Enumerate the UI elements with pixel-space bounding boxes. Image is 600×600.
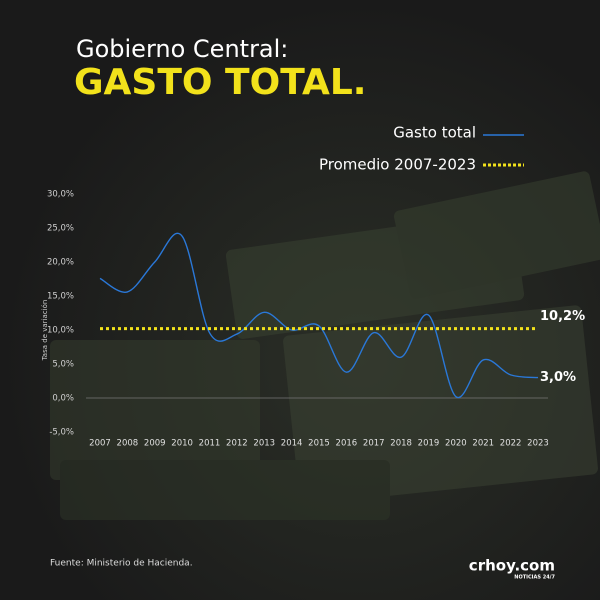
x-tick-label: 2012: [226, 439, 248, 449]
x-tick-label: 2008: [117, 439, 139, 449]
y-tick-label: 5,0%: [52, 360, 74, 370]
money-decoration: [50, 171, 600, 520]
legend-label: Gasto total: [393, 124, 476, 142]
x-tick-label: 2019: [418, 439, 440, 449]
x-tick-label: 2011: [199, 439, 221, 449]
y-tick-label: 10,0%: [47, 326, 74, 336]
source: Fuente: Ministerio de Hacienda.: [50, 559, 193, 569]
brand-tagline: NOTICIAS 24/7: [514, 575, 555, 581]
y-tick-label: 15,0%: [47, 292, 74, 302]
y-tick-label: 20,0%: [47, 258, 74, 268]
x-tick-label: 2022: [500, 439, 522, 449]
x-tick-label: 2023: [527, 439, 549, 449]
x-tick-label: 2007: [89, 439, 111, 449]
value-label: 10,2%: [540, 309, 585, 324]
chart-title: Gobierno Central:: [76, 35, 288, 63]
brand: crhoy.com: [469, 557, 555, 575]
x-tick-label: 2014: [281, 439, 303, 449]
x-tick-label: 2017: [363, 439, 385, 449]
data-line: [99, 232, 539, 399]
y-tick-label: 25,0%: [47, 224, 74, 234]
x-tick-label: 2021: [472, 439, 494, 449]
chart-subtitle: GASTO TOTAL.: [74, 62, 366, 103]
y-tick-label: 30,0%: [47, 190, 74, 200]
x-tick-label: 2009: [144, 439, 166, 449]
y-tick-label: -5,0%: [49, 428, 74, 438]
x-tick-label: 2013: [253, 439, 275, 449]
y-axis-label: Tasa de variación: [41, 300, 49, 362]
x-tick-label: 2020: [445, 439, 467, 449]
y-tick-label: 0,0%: [52, 394, 74, 404]
legend-label: Promedio 2007-2023: [319, 156, 476, 174]
x-tick-label: 2016: [336, 439, 358, 449]
x-tick-label: 2018: [390, 439, 412, 449]
x-tick-label: 2015: [308, 439, 330, 449]
value-label: 3,0%: [540, 370, 576, 385]
x-tick-label: 2010: [171, 439, 193, 449]
